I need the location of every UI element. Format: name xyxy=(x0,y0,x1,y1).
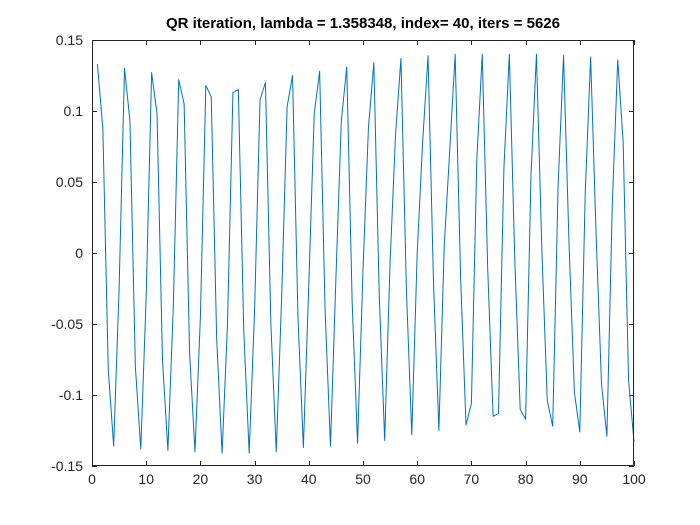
x-tick-label-2: 20 xyxy=(193,471,209,487)
x-tick-label-6: 60 xyxy=(409,471,425,487)
x-tick-label-9: 90 xyxy=(572,471,588,487)
series-line-0 xyxy=(96,53,635,454)
y-tick-label-3: 0 xyxy=(75,245,83,261)
axes-box xyxy=(92,40,634,466)
y-tick-label-4: -0.05 xyxy=(51,316,83,332)
axes-frame xyxy=(92,40,634,466)
x-tick-label-5: 50 xyxy=(355,471,371,487)
x-tick-label-4: 40 xyxy=(301,471,317,487)
y-tick-label-1: 0.1 xyxy=(64,103,84,119)
plot-area xyxy=(92,40,634,466)
x-tick-label-10: 100 xyxy=(622,471,646,487)
x-tick-label-1: 10 xyxy=(138,471,154,487)
y-tick-label-2: 0.05 xyxy=(56,174,83,190)
x-tick-label-3: 30 xyxy=(247,471,263,487)
ticks: 0 10 20 30 40 50 60 70 80 90 100 0.15 0.1 0.05 0 -0.05 -… xyxy=(51,32,646,487)
y-tick-label-0: 0.15 xyxy=(56,32,83,48)
series-layer xyxy=(96,53,635,454)
chart-title: QR iteration, lambda = 1.358348, index= … xyxy=(166,15,560,32)
x-tick-label-7: 70 xyxy=(464,471,480,487)
y-tick-label-6: -0.15 xyxy=(51,458,83,474)
x-tick-label-8: 80 xyxy=(518,471,534,487)
x-tick-label-0: 0 xyxy=(88,471,96,487)
y-tick-label-5: -0.1 xyxy=(59,387,83,403)
